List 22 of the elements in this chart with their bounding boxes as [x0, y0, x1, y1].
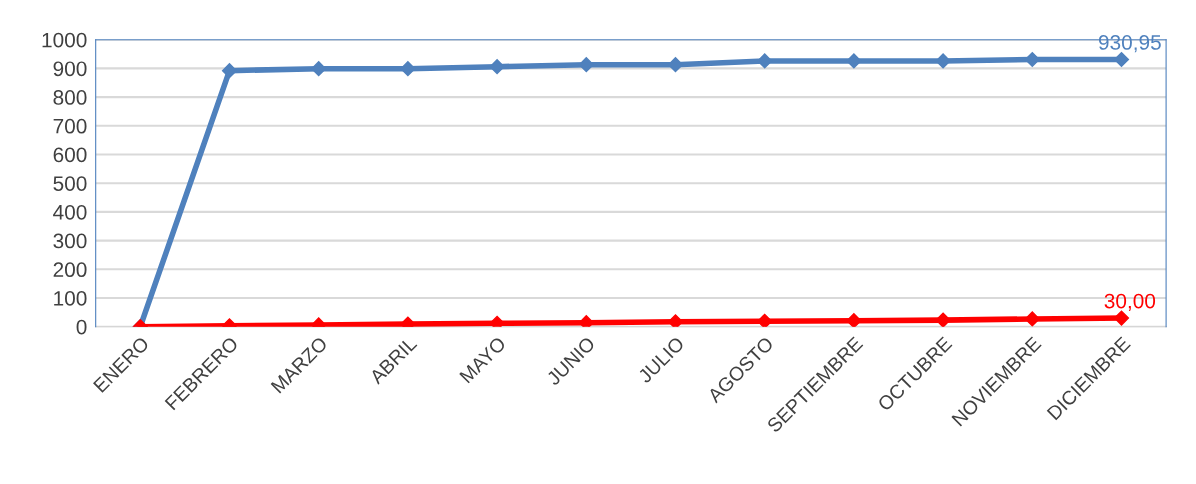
- data-label: 930,95: [1098, 35, 1161, 53]
- y-tick-label: 300: [53, 233, 87, 249]
- data-label: 30,00: [1104, 293, 1156, 311]
- point: [578, 57, 594, 73]
- y-tick-label: 500: [53, 176, 87, 191]
- y-tick-label: 0: [76, 319, 87, 335]
- point: [846, 53, 862, 69]
- y-tick-label: 600: [53, 147, 87, 163]
- y-tick-label: 900: [53, 61, 87, 77]
- y-tick-label: 400: [53, 204, 87, 220]
- y-tick-label: 200: [53, 262, 87, 278]
- point: [935, 53, 951, 69]
- y-tick-label: 1000: [42, 32, 87, 48]
- y-tick-label: 100: [54, 291, 87, 306]
- point: [1024, 311, 1040, 327]
- point: [935, 312, 951, 327]
- point: [489, 59, 505, 75]
- point: [400, 61, 416, 77]
- point: [846, 313, 862, 327]
- y-tick-label: 700: [53, 118, 87, 134]
- point: [757, 53, 773, 69]
- y-tick-label: 800: [53, 90, 87, 105]
